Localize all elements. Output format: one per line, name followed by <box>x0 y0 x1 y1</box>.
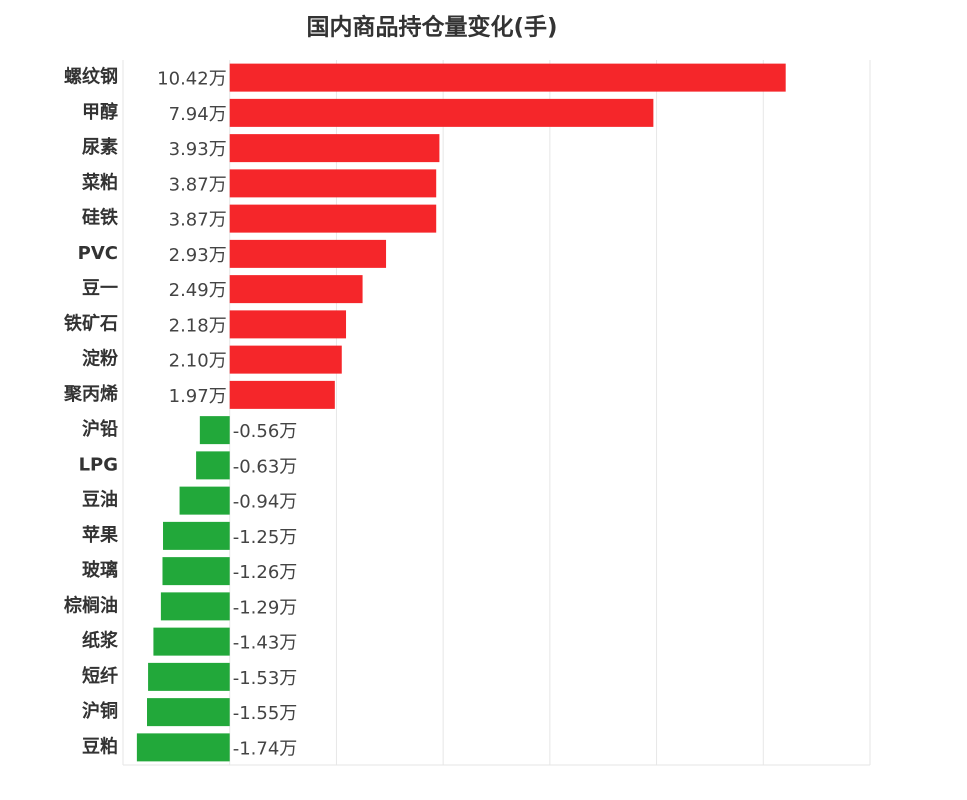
category-label: 聚丙烯 <box>63 383 118 405</box>
category-label: 沪铅 <box>82 418 118 440</box>
category-label: LPG <box>79 454 118 475</box>
bar <box>136 733 230 762</box>
value-label: 2.49万 <box>169 280 227 301</box>
bar <box>229 310 347 339</box>
bar <box>229 345 342 374</box>
bar <box>229 204 437 233</box>
bar <box>160 592 230 621</box>
category-label: 苹果 <box>82 524 119 546</box>
value-label: 7.94万 <box>169 104 227 125</box>
value-label: 3.93万 <box>169 139 227 160</box>
category-label: 豆一 <box>82 278 118 299</box>
bar <box>229 275 363 304</box>
value-label: -1.74万 <box>233 738 298 759</box>
value-label: -1.29万 <box>233 597 298 618</box>
value-label: 10.42万 <box>157 69 227 90</box>
value-label: -1.53万 <box>233 668 298 689</box>
category-label: 短纤 <box>82 665 118 687</box>
bar <box>229 380 335 409</box>
bar <box>162 557 230 586</box>
value-label: 2.10万 <box>169 351 227 372</box>
category-label: 螺纹钢 <box>64 66 118 88</box>
value-label: 2.93万 <box>169 245 227 266</box>
bar <box>148 662 230 691</box>
bar <box>199 416 230 445</box>
bar <box>229 134 440 163</box>
value-label: -0.63万 <box>233 456 298 477</box>
value-label: 1.97万 <box>169 386 227 407</box>
category-label: 玻璃 <box>82 559 118 581</box>
value-label: -0.56万 <box>233 421 298 442</box>
value-label: 3.87万 <box>169 174 227 195</box>
bar <box>163 521 230 550</box>
category-label: 淀粉 <box>82 348 118 370</box>
category-label: 甲醇 <box>82 101 118 123</box>
bar <box>229 169 437 198</box>
value-label: -1.25万 <box>233 527 298 548</box>
category-label: PVC <box>78 243 118 264</box>
bar <box>229 63 786 92</box>
category-label: 豆粕 <box>82 735 118 757</box>
category-label: 棕榈油 <box>64 594 118 616</box>
category-label: 尿素 <box>82 137 118 158</box>
category-label: 豆油 <box>82 489 118 511</box>
bar <box>196 451 230 480</box>
bar <box>153 627 230 656</box>
bar <box>229 98 654 127</box>
category-label: 硅铁 <box>82 207 118 229</box>
value-label: -1.55万 <box>233 703 298 724</box>
value-label: -1.26万 <box>233 562 298 583</box>
category-label: 纸浆 <box>82 630 119 652</box>
value-label: -0.94万 <box>233 492 298 513</box>
bar <box>147 698 230 727</box>
bar <box>179 486 230 515</box>
value-label: 3.87万 <box>169 210 227 231</box>
bar <box>229 239 387 268</box>
value-label: -1.43万 <box>233 633 298 654</box>
chart-title: 国内商品持仓量变化(手) <box>306 14 557 41</box>
category-label: 菜粕 <box>81 171 118 193</box>
category-label: 铁矿石 <box>64 312 118 334</box>
category-label: 沪铜 <box>82 700 118 722</box>
value-label: 2.18万 <box>169 315 227 336</box>
